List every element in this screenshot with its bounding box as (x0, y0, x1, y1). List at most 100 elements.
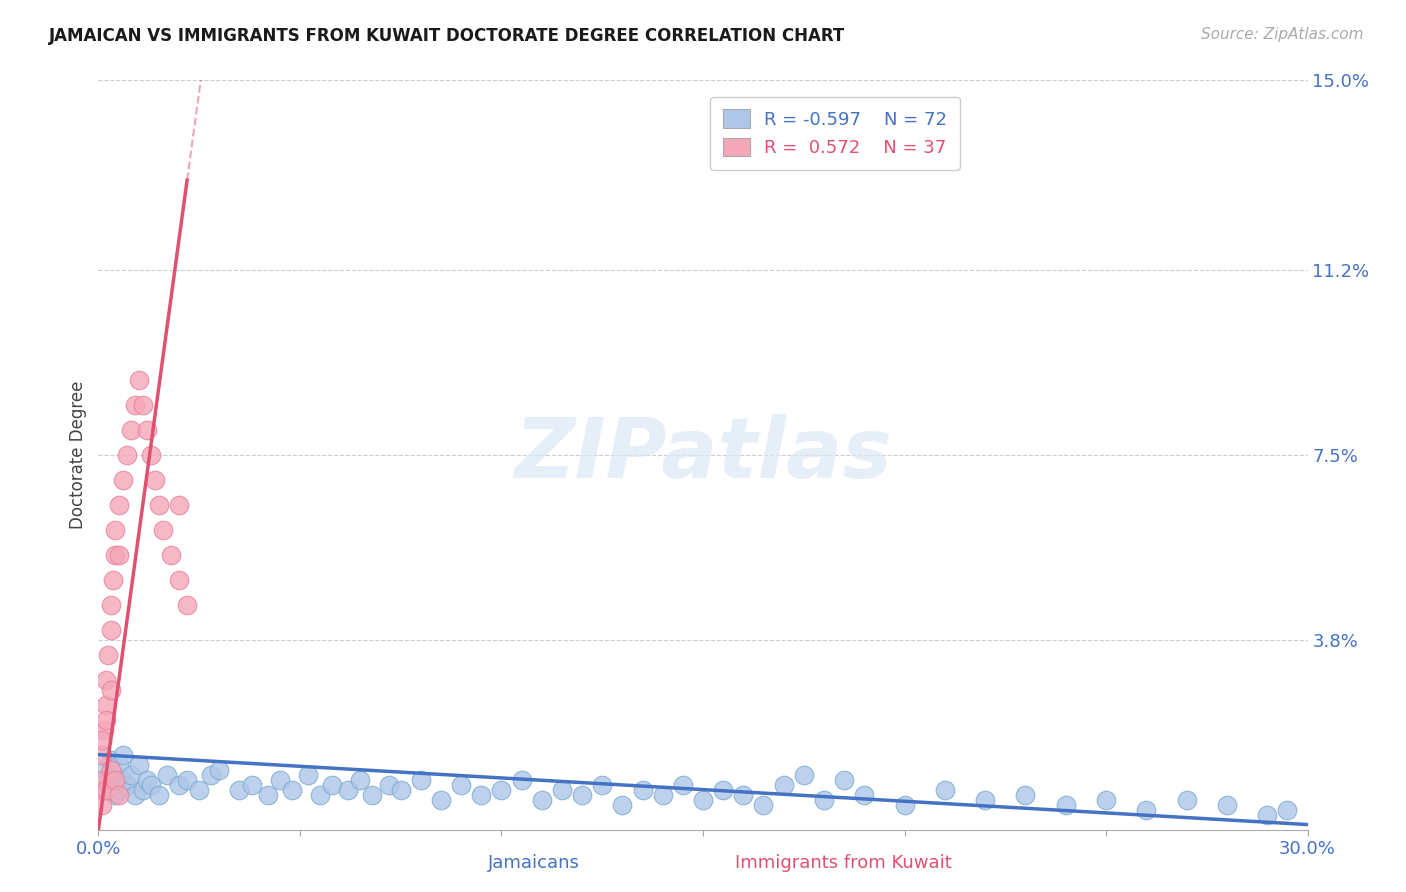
Point (551, 782, 574, 797)
Point (793, 767, 815, 781)
Point (91, 797, 114, 812)
Point (934, 782, 956, 797)
Point (240, 778, 263, 792)
Point (120, 767, 142, 781)
Point (591, 778, 613, 792)
Point (143, 473, 166, 487)
Point (733, 788, 755, 802)
Point (152, 523, 174, 537)
Point (409, 772, 432, 787)
Point (893, 797, 915, 812)
Point (156, 767, 179, 781)
Point (120, 423, 142, 437)
Point (107, 788, 129, 802)
Point (100, 682, 122, 697)
Point (135, 772, 157, 787)
Point (103, 788, 125, 802)
Point (692, 792, 714, 806)
Point (1014, 788, 1036, 802)
Point (89, 782, 111, 797)
Point (111, 473, 134, 487)
Point (100, 598, 122, 612)
Text: Immigrants from Kuwait: Immigrants from Kuwait (735, 855, 952, 872)
Point (96, 673, 118, 687)
Point (1277, 803, 1299, 817)
Point (124, 398, 146, 412)
Point (139, 448, 162, 462)
Point (1256, 807, 1278, 822)
Point (389, 782, 412, 797)
Text: Jamaicans: Jamaicans (488, 855, 581, 872)
Point (103, 767, 125, 781)
Point (256, 788, 278, 802)
Point (103, 523, 125, 537)
Point (752, 797, 775, 812)
Point (132, 782, 155, 797)
Point (91, 763, 114, 777)
Point (111, 772, 134, 787)
Point (100, 763, 122, 777)
Point (103, 772, 125, 787)
Point (813, 792, 835, 806)
Point (107, 548, 129, 562)
Point (111, 747, 134, 762)
Point (349, 772, 371, 787)
Point (128, 373, 150, 387)
Point (612, 797, 634, 812)
Point (107, 498, 129, 512)
Point (361, 788, 384, 802)
Point (96, 698, 118, 712)
Point (853, 788, 876, 802)
Point (167, 498, 190, 512)
Point (1216, 797, 1239, 812)
Point (115, 778, 138, 792)
Point (1054, 797, 1077, 812)
Point (124, 788, 146, 802)
Point (160, 548, 183, 562)
Point (450, 778, 472, 792)
Legend: R = -0.597    N = 72, R =  0.572    N = 37: R = -0.597 N = 72, R = 0.572 N = 37 (710, 97, 960, 169)
Point (91, 732, 114, 747)
Point (96, 782, 118, 797)
Point (139, 778, 162, 792)
Point (135, 423, 157, 437)
Point (188, 782, 211, 797)
Point (176, 772, 198, 787)
Point (101, 573, 124, 587)
Point (377, 778, 399, 792)
Point (337, 782, 360, 797)
Point (711, 782, 734, 797)
Point (228, 782, 250, 797)
Point (281, 782, 304, 797)
Point (297, 767, 319, 781)
Point (832, 772, 855, 787)
Point (491, 782, 513, 797)
Point (107, 782, 129, 797)
Point (651, 788, 673, 802)
Point (91, 772, 114, 787)
Point (510, 772, 533, 787)
Point (100, 753, 122, 767)
Point (321, 778, 343, 792)
Point (96, 772, 118, 787)
Point (167, 573, 190, 587)
Point (132, 398, 155, 412)
Point (148, 498, 170, 512)
Point (100, 623, 122, 637)
Point (115, 448, 138, 462)
Point (148, 788, 170, 802)
Point (128, 757, 150, 772)
Point (672, 778, 695, 792)
Point (107, 757, 129, 772)
Point (1135, 803, 1157, 817)
Point (1175, 792, 1198, 806)
Point (100, 778, 122, 792)
Point (91, 747, 114, 762)
Text: ZIPatlas: ZIPatlas (515, 415, 891, 495)
Point (772, 778, 794, 792)
Point (96, 782, 118, 797)
Point (269, 772, 291, 787)
Point (974, 792, 997, 806)
Point (530, 792, 553, 806)
Point (208, 763, 231, 777)
